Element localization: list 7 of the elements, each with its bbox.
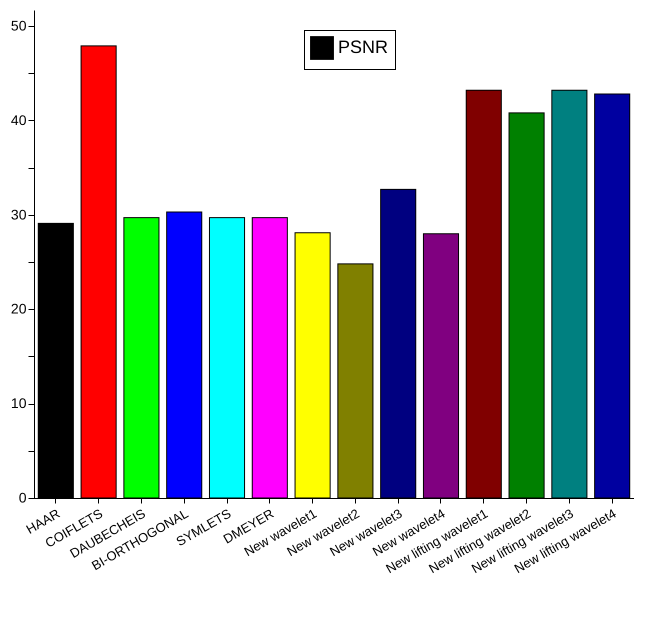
y-tick-label: 50	[10, 18, 27, 34]
y-tick-label: 30	[10, 206, 27, 222]
y-tick-label: 0	[18, 490, 27, 506]
legend-label: PSNR	[338, 37, 388, 57]
y-tick-label: 40	[10, 112, 27, 128]
y-tick-label: 10	[10, 395, 27, 412]
y-tick-label: 20	[10, 300, 27, 317]
